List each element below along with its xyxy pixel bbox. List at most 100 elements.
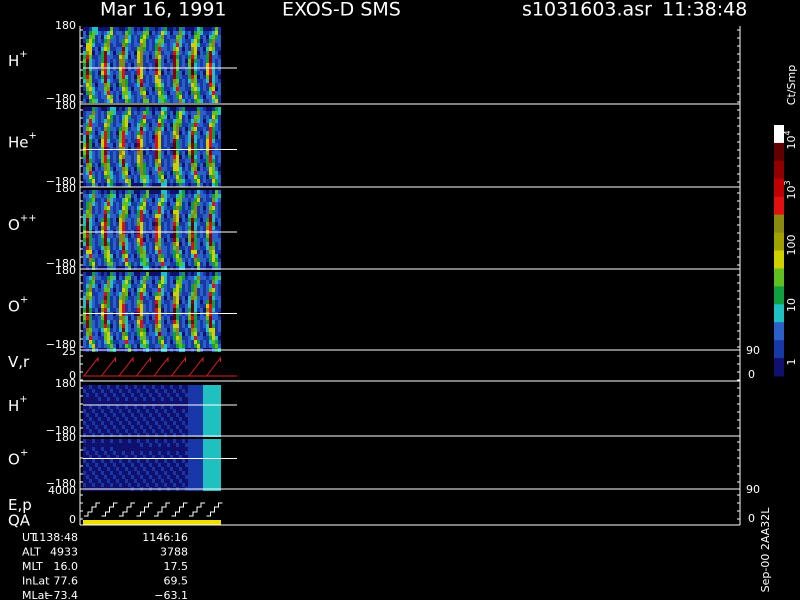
spectrogram-cell bbox=[173, 254, 176, 258]
spectrogram-cell bbox=[137, 328, 140, 332]
spectrogram-cell bbox=[203, 202, 206, 206]
spectrogram-cell bbox=[134, 115, 137, 119]
spectrogram-cell bbox=[167, 83, 170, 87]
spectrogram-cell bbox=[92, 151, 95, 155]
spectrogram-cell bbox=[140, 79, 143, 83]
spectrogram-cell bbox=[134, 31, 137, 35]
spectrogram-cell bbox=[107, 115, 110, 119]
spectrogram-cell bbox=[128, 127, 131, 131]
spectrogram-cell bbox=[83, 246, 86, 250]
spectrogram-cell bbox=[101, 206, 104, 210]
spectrogram-cell bbox=[158, 27, 161, 31]
spectrogram-cell bbox=[194, 194, 197, 198]
spectrogram-cell bbox=[92, 218, 95, 222]
spectrogram-cell bbox=[128, 59, 131, 63]
spectrogram-cell bbox=[101, 417, 104, 421]
spectrogram-cell bbox=[185, 155, 188, 159]
spectrogram-cell bbox=[131, 159, 134, 163]
spectrogram-cell bbox=[176, 254, 179, 258]
spectrogram-cell bbox=[209, 413, 212, 417]
spectrogram-cell bbox=[188, 324, 191, 328]
spectrogram-cell bbox=[104, 389, 107, 393]
spectrogram-cell bbox=[188, 139, 191, 143]
spectrogram-cell bbox=[134, 238, 137, 242]
spectrogram-cell bbox=[170, 304, 173, 308]
spectrogram-cell bbox=[128, 316, 131, 320]
spectrogram-cell bbox=[185, 131, 188, 135]
spectrogram-cell bbox=[119, 43, 122, 47]
spectrogram-cell bbox=[101, 483, 104, 487]
spectrogram-cell bbox=[149, 425, 152, 429]
spectrogram-cell bbox=[185, 55, 188, 59]
spectrogram-cell bbox=[200, 479, 203, 483]
spectrogram-cell bbox=[98, 340, 101, 344]
spectrogram-cell bbox=[101, 75, 104, 79]
spectrogram-cell bbox=[194, 389, 197, 393]
spectrogram-cell bbox=[161, 107, 164, 111]
spectrogram-cell bbox=[155, 39, 158, 43]
spectrogram-cell bbox=[116, 280, 119, 284]
spectrogram-cell bbox=[212, 242, 215, 246]
spectrogram-cell bbox=[104, 183, 107, 187]
spectrogram-cell bbox=[143, 471, 146, 475]
spectrogram-cell bbox=[173, 163, 176, 167]
spectrogram-cell bbox=[176, 194, 179, 198]
spectrogram-cell bbox=[197, 190, 200, 194]
spectrogram-cell bbox=[176, 47, 179, 51]
spectrogram-cell bbox=[176, 79, 179, 83]
spectrogram-cell bbox=[107, 95, 110, 99]
spectrogram-cell bbox=[140, 272, 143, 276]
spectrogram-cell bbox=[143, 183, 146, 187]
spectrogram-cell bbox=[158, 328, 161, 332]
spectrogram-cell bbox=[155, 43, 158, 47]
spectrogram-cell bbox=[98, 451, 101, 455]
spectrogram-cell bbox=[140, 127, 143, 131]
spectrogram-cell bbox=[179, 179, 182, 183]
spectrogram-cell bbox=[200, 95, 203, 99]
spectrogram-cell bbox=[95, 87, 98, 91]
spectrogram-cell bbox=[215, 155, 218, 159]
spectrogram-cell bbox=[185, 262, 188, 266]
spectrogram-cell bbox=[152, 222, 155, 226]
spectrogram-cell bbox=[107, 238, 110, 242]
spectrogram-cell bbox=[182, 75, 185, 79]
spectrogram-cell bbox=[173, 67, 176, 71]
spectrogram-cell bbox=[176, 107, 179, 111]
spectrogram-cell bbox=[95, 401, 98, 405]
spectrogram-cell bbox=[218, 155, 221, 159]
spectrogram-cell bbox=[92, 292, 95, 296]
spectrogram-cell bbox=[197, 35, 200, 39]
spectrogram-cell bbox=[176, 163, 179, 167]
spectrogram-cell bbox=[137, 308, 140, 312]
spectrogram-cell bbox=[104, 467, 107, 471]
spectrogram-cell bbox=[146, 429, 149, 433]
spectrogram-cell bbox=[218, 159, 221, 163]
spectrogram-cell bbox=[113, 459, 116, 463]
spectrogram-cell bbox=[188, 292, 191, 296]
spectrogram-cell bbox=[188, 87, 191, 91]
spectrogram-cell bbox=[128, 413, 131, 417]
spectrogram-cell bbox=[206, 344, 209, 348]
spectrogram-cell bbox=[125, 393, 128, 397]
spectrogram-cell bbox=[107, 332, 110, 336]
spectrogram-cell bbox=[200, 218, 203, 222]
spectrogram-cell bbox=[173, 59, 176, 63]
tick-label: −180 bbox=[46, 338, 76, 351]
spectrogram-cell bbox=[167, 288, 170, 292]
spectrogram-cell bbox=[200, 127, 203, 131]
spectrogram-cell bbox=[119, 344, 122, 348]
spectrogram-cell bbox=[119, 320, 122, 324]
spectrogram-cell bbox=[188, 479, 191, 483]
spectrogram-cell bbox=[134, 320, 137, 324]
spectrogram-cell bbox=[119, 425, 122, 429]
spectrogram-cell bbox=[158, 55, 161, 59]
spectrogram-cell bbox=[140, 107, 143, 111]
spectrogram-cell bbox=[155, 246, 158, 250]
spectrogram-cell bbox=[107, 405, 110, 409]
spectrogram-cell bbox=[95, 39, 98, 43]
spectrogram-cell bbox=[113, 218, 116, 222]
spectrogram-cell bbox=[212, 336, 215, 340]
spectrogram-cell bbox=[188, 443, 191, 447]
spectrogram-cell bbox=[197, 214, 200, 218]
spectrogram-cell bbox=[182, 127, 185, 131]
